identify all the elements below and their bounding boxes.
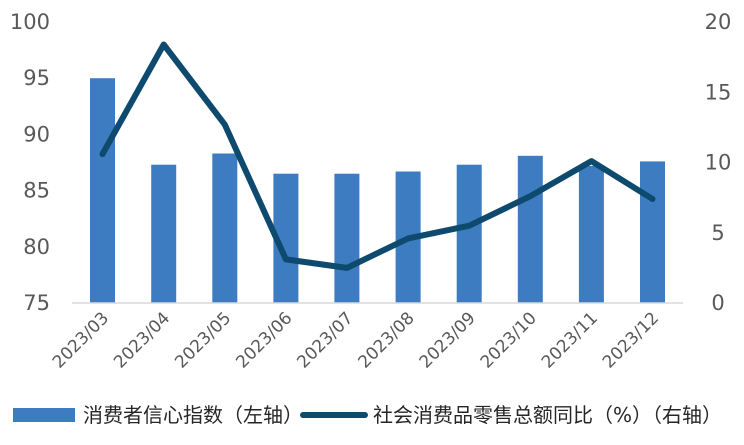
bar-2023-12 bbox=[640, 161, 665, 303]
x-tick-label: 2023/08 bbox=[355, 308, 419, 372]
x-tick-label: 2023/12 bbox=[599, 308, 663, 372]
x-axis: 2023/032023/042023/052023/062023/072023/… bbox=[49, 308, 663, 372]
left-tick-label: 80 bbox=[23, 235, 50, 259]
left-tick-label: 90 bbox=[23, 122, 50, 146]
legend-item-bar: 消费者信心指数（左轴） bbox=[13, 403, 303, 427]
right-tick-label: 0 bbox=[711, 291, 724, 315]
legend-item-line: 社会消费品零售总额同比（%）（右轴） bbox=[303, 403, 722, 427]
left-tick-label: 100 bbox=[10, 10, 50, 34]
x-tick-label: 2023/03 bbox=[49, 308, 113, 372]
bar-2023-09 bbox=[457, 165, 482, 303]
bar-2023-03 bbox=[90, 78, 115, 303]
x-tick-label: 2023/11 bbox=[538, 308, 602, 372]
x-tick-label: 2023/04 bbox=[110, 308, 174, 372]
bar-2023-11 bbox=[579, 166, 604, 303]
x-tick-label: 2023/07 bbox=[293, 308, 357, 372]
bar-2023-04 bbox=[151, 165, 176, 303]
legend-label-line: 社会消费品零售总额同比（%）（右轴） bbox=[373, 403, 722, 427]
left-axis: 75 80 85 90 95 100 bbox=[10, 10, 50, 315]
bars-layer bbox=[90, 78, 665, 303]
left-tick-label: 85 bbox=[23, 179, 50, 203]
right-tick-label: 15 bbox=[705, 80, 732, 104]
left-tick-label: 95 bbox=[23, 66, 50, 90]
legend: 消费者信心指数（左轴） 社会消费品零售总额同比（%）（右轴） bbox=[13, 403, 722, 427]
right-axis: 0 5 10 15 20 bbox=[705, 10, 732, 315]
left-tick-label: 75 bbox=[23, 291, 50, 315]
legend-swatch-bar bbox=[13, 408, 75, 422]
x-tick-label: 2023/05 bbox=[171, 308, 235, 372]
legend-label-bar: 消费者信心指数（左轴） bbox=[83, 403, 303, 427]
line-retail-sales-yoy bbox=[103, 45, 653, 268]
x-tick-label: 2023/10 bbox=[477, 308, 541, 372]
right-tick-label: 20 bbox=[705, 10, 732, 34]
bar-2023-10 bbox=[518, 156, 543, 303]
right-tick-label: 10 bbox=[705, 151, 732, 175]
bar-2023-07 bbox=[334, 174, 359, 303]
x-tick-label: 2023/09 bbox=[416, 308, 480, 372]
x-tick-label: 2023/06 bbox=[232, 308, 296, 372]
line-layer bbox=[102, 44, 652, 268]
right-tick-label: 5 bbox=[711, 221, 724, 245]
bar-2023-05 bbox=[212, 154, 237, 304]
